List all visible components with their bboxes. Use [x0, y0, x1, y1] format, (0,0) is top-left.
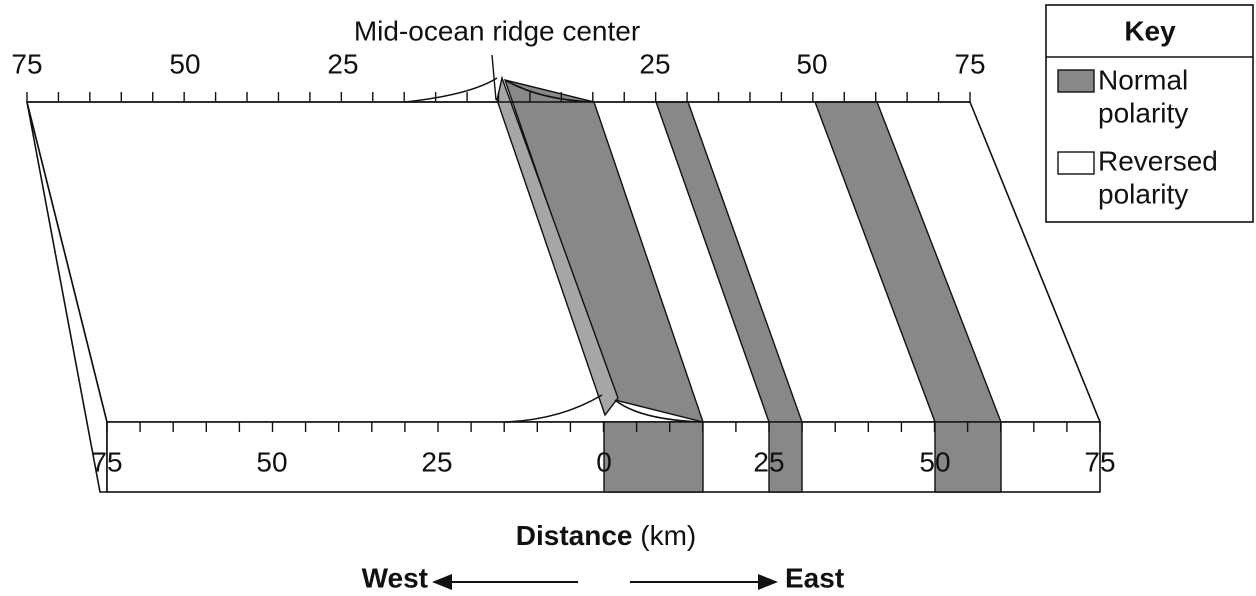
- axis-title: Distance (km): [516, 520, 696, 551]
- key-label: Normal: [1098, 64, 1188, 95]
- bottom-scale-label: 75: [1084, 446, 1115, 477]
- key-title: Key: [1124, 15, 1176, 46]
- top-scale-label: 25: [639, 48, 670, 79]
- bottom-scale-label: 0: [596, 446, 612, 477]
- key-label: polarity: [1098, 178, 1188, 209]
- top-scale-label: 50: [796, 48, 827, 79]
- west-label: West: [362, 562, 428, 593]
- bottom-scale-label: 50: [256, 446, 287, 477]
- key-label: Reversed: [1098, 145, 1218, 176]
- bottom-scale-label: 50: [919, 446, 950, 477]
- key: Key Normal polarity Reversed polarity: [1045, 4, 1254, 223]
- bottom-scale-label: 25: [753, 446, 784, 477]
- bottom-scale-label: 75: [91, 446, 122, 477]
- key-label: polarity: [1098, 97, 1188, 128]
- axis-title-unit: (km): [640, 520, 696, 551]
- bottom-scale-label: 25: [421, 446, 452, 477]
- top-scale-label: 50: [169, 48, 200, 79]
- top-scale-label: 75: [11, 48, 42, 79]
- top-scale-label: 75: [954, 48, 985, 79]
- axis-title-main: Distance: [516, 520, 633, 551]
- title: Mid-ocean ridge center: [354, 15, 640, 46]
- block: [25, 54, 1102, 493]
- east-label: East: [785, 562, 844, 593]
- top-scale-label: 25: [327, 48, 358, 79]
